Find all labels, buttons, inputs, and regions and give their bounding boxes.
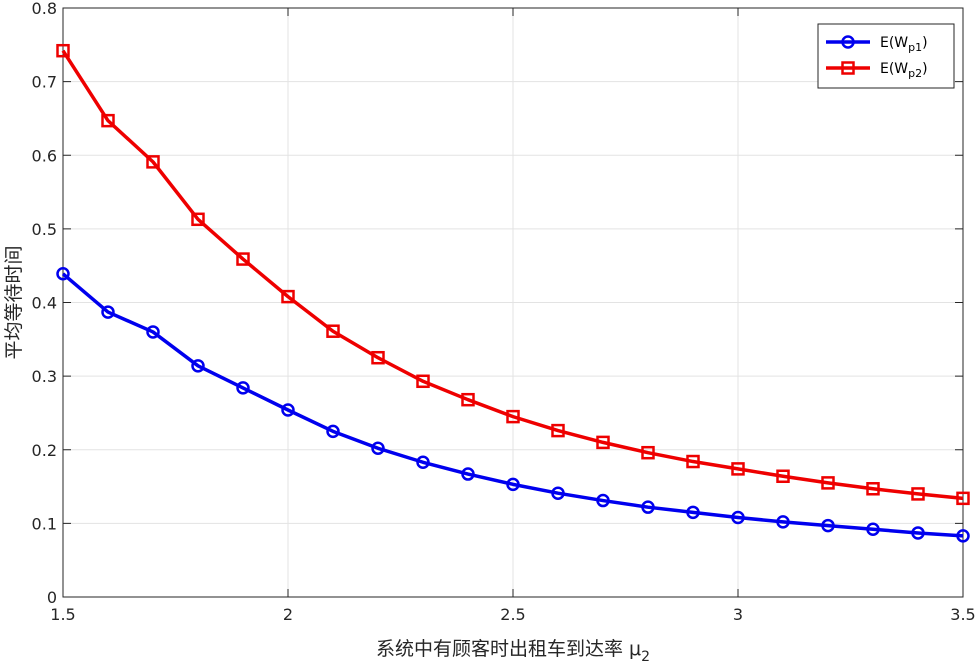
legend-label: E(Wp2) xyxy=(880,61,928,80)
data-point-2 xyxy=(416,374,430,389)
data-point-1 xyxy=(641,500,655,514)
data-point-1 xyxy=(686,505,700,520)
data-point-2 xyxy=(506,409,520,424)
data-point-2 xyxy=(596,435,610,450)
data-point-2 xyxy=(56,43,70,58)
x-tick-label: 1.5 xyxy=(50,605,75,624)
data-point-1 xyxy=(506,477,520,492)
data-point-2 xyxy=(866,482,880,496)
data-point-1 xyxy=(551,486,565,500)
ticks: 1.5 2 2.5 3 3.5 0 0.1 0.2 0.3 0.4 0.5 0.6 0.7 0.8 xyxy=(32,0,976,624)
data-point-2 xyxy=(686,454,700,469)
series-group xyxy=(56,43,970,543)
legend-marker xyxy=(841,61,855,75)
data-point-2 xyxy=(101,113,115,128)
data-point-2 xyxy=(281,289,295,304)
data-point-2 xyxy=(731,462,745,476)
y-tick-label: 0.6 xyxy=(32,146,57,165)
y-tick-label: 0.7 xyxy=(32,73,57,92)
y-tick-label: 0.1 xyxy=(32,514,57,533)
data-point-1 xyxy=(326,424,340,439)
data-point-1 xyxy=(731,510,745,525)
y-tick-label: 0.8 xyxy=(32,0,57,18)
y-tick-label: 0.5 xyxy=(32,220,57,239)
data-point-1 xyxy=(191,359,205,373)
y-axis-label: 平均等待时间 xyxy=(3,245,25,359)
data-point-2 xyxy=(956,491,970,506)
data-point-1 xyxy=(956,529,970,543)
x-axis-label-main: 系统中有顾客时出租车到达率 μ xyxy=(376,638,641,660)
data-point-1 xyxy=(56,267,70,281)
data-point-2 xyxy=(551,423,565,438)
data-point-1 xyxy=(821,518,835,533)
data-point-1 xyxy=(461,467,475,481)
data-point-1 xyxy=(416,455,430,470)
x-tick-label: 2 xyxy=(283,605,293,624)
legend: E(Wp1) E(Wp2) xyxy=(817,23,955,89)
x-tick-label: 2.5 xyxy=(500,605,525,624)
data-point-1 xyxy=(146,325,160,339)
data-point-1 xyxy=(911,526,925,540)
data-point-1 xyxy=(596,493,610,508)
y-tick-label: 0 xyxy=(47,588,57,607)
y-tick-label: 0.4 xyxy=(32,294,57,313)
data-point-2 xyxy=(911,487,925,501)
x-axis-label-subscript: 2 xyxy=(641,649,650,664)
x-axis-label: 系统中有顾客时出租车到达率 μ2 xyxy=(376,638,650,664)
data-point-2 xyxy=(776,469,790,484)
data-point-1 xyxy=(101,305,115,319)
legend-box xyxy=(817,23,955,89)
data-point-2 xyxy=(326,324,340,338)
data-point-2 xyxy=(461,392,475,407)
data-point-2 xyxy=(371,350,385,365)
x-tick-label: 3.5 xyxy=(950,605,975,624)
data-point-2 xyxy=(146,155,160,169)
y-tick-label: 0.3 xyxy=(32,367,57,386)
x-tick-label: 3 xyxy=(733,605,743,624)
data-point-2 xyxy=(191,212,205,227)
series-line-2 xyxy=(61,49,964,501)
data-point-2 xyxy=(821,476,835,490)
legend-label: E(Wp1) xyxy=(880,35,928,54)
data-point-2 xyxy=(236,252,250,266)
legend-marker xyxy=(841,35,855,49)
data-point-1 xyxy=(236,381,250,395)
data-point-1 xyxy=(371,441,385,456)
series-line-1 xyxy=(61,272,964,538)
data-point-1 xyxy=(776,515,790,529)
data-point-1 xyxy=(281,403,295,417)
data-point-1 xyxy=(866,522,880,537)
data-point-2 xyxy=(641,445,655,460)
y-tick-label: 0.2 xyxy=(32,441,57,460)
